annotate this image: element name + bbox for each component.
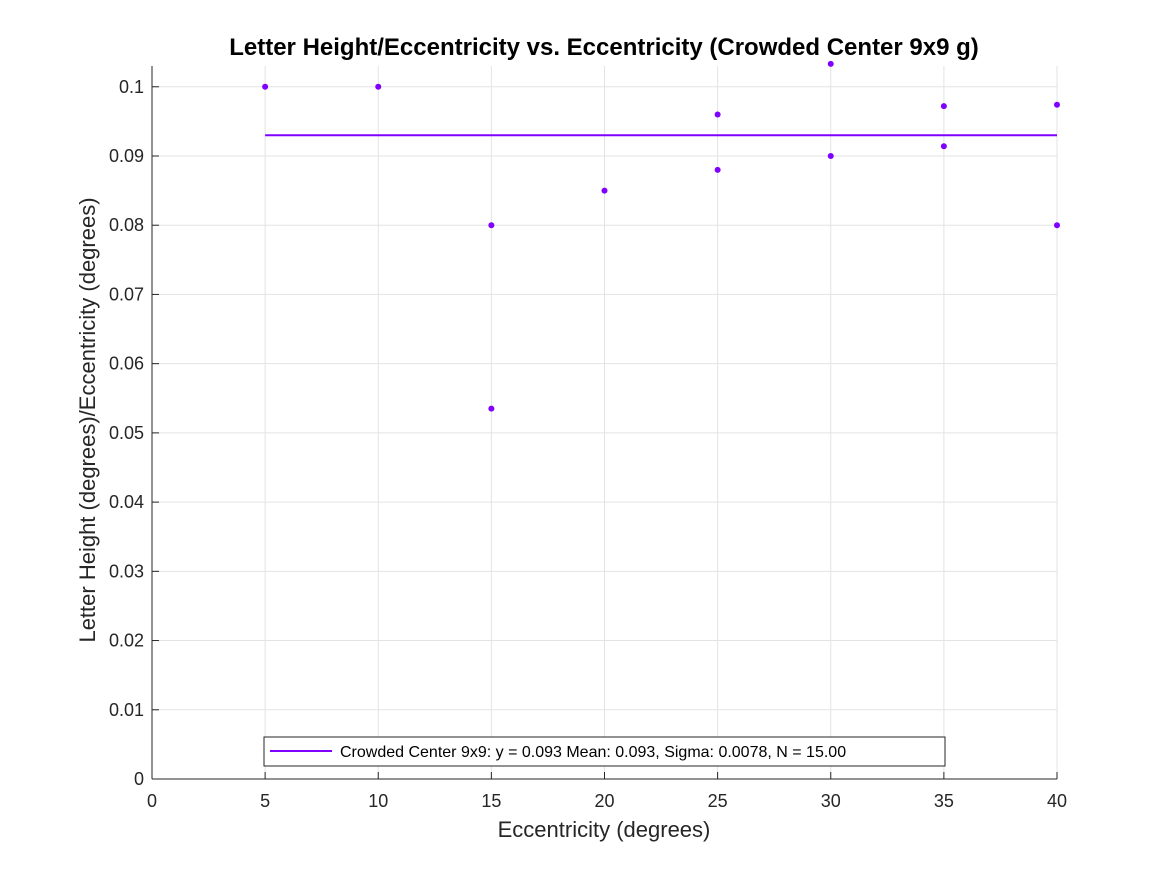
x-tick-label: 10 <box>368 791 388 811</box>
y-tick-label: 0.02 <box>109 631 144 651</box>
y-tick-label: 0.07 <box>109 284 144 304</box>
tick-labels: 0 5 10 15 20 25 30 35 40 0 0.01 0.02 0.03 0.04 0.05 0.0… <box>109 77 1067 811</box>
x-tick-label: 20 <box>594 791 614 811</box>
x-axis-label: Eccentricity (degrees) <box>498 817 711 842</box>
x-tick-label: 25 <box>708 791 728 811</box>
x-tick-label: 0 <box>147 791 157 811</box>
axes <box>151 66 1058 780</box>
y-tick-label: 0 <box>134 769 144 789</box>
legend-box <box>263 736 946 767</box>
x-tick-label: 40 <box>1047 791 1067 811</box>
data-point <box>714 166 721 173</box>
y-tick-label: 0.09 <box>109 146 144 166</box>
data-point <box>827 60 834 67</box>
y-axis-label: Letter Height (degrees)/Eccentricity (de… <box>75 197 100 642</box>
chart-title: Letter Height/Eccentricity vs. Eccentric… <box>229 34 979 61</box>
y-tick-label: 0.08 <box>109 215 144 235</box>
legend: Crowded Center 9x9: y = 0.093 Mean: 0.09… <box>263 736 946 767</box>
data-point <box>714 111 721 118</box>
y-tick-label: 0.03 <box>109 561 144 581</box>
grid <box>151 66 1058 780</box>
data-point <box>488 222 495 229</box>
y-tick-label: 0.05 <box>109 423 144 443</box>
y-tick-label: 0.1 <box>119 77 144 97</box>
x-tick-label: 30 <box>821 791 841 811</box>
x-tick-label: 5 <box>260 791 270 811</box>
y-tick-label: 0.01 <box>109 700 144 720</box>
data-point <box>601 187 608 194</box>
data-point <box>488 405 495 412</box>
data-point <box>262 83 269 90</box>
y-tick-label: 0.06 <box>109 354 144 374</box>
data-point <box>1054 101 1060 108</box>
data-points <box>262 60 1060 412</box>
data-point <box>940 143 947 150</box>
x-tick-label: 15 <box>481 791 501 811</box>
data-point <box>940 103 947 110</box>
data-point <box>375 83 382 90</box>
data-point <box>827 152 834 159</box>
legend-entry-label: Crowded Center 9x9: y = 0.093 Mean: 0.09… <box>340 744 846 761</box>
data-point <box>1054 222 1060 229</box>
x-tick-label: 35 <box>934 791 954 811</box>
y-tick-label: 0.04 <box>109 492 144 512</box>
